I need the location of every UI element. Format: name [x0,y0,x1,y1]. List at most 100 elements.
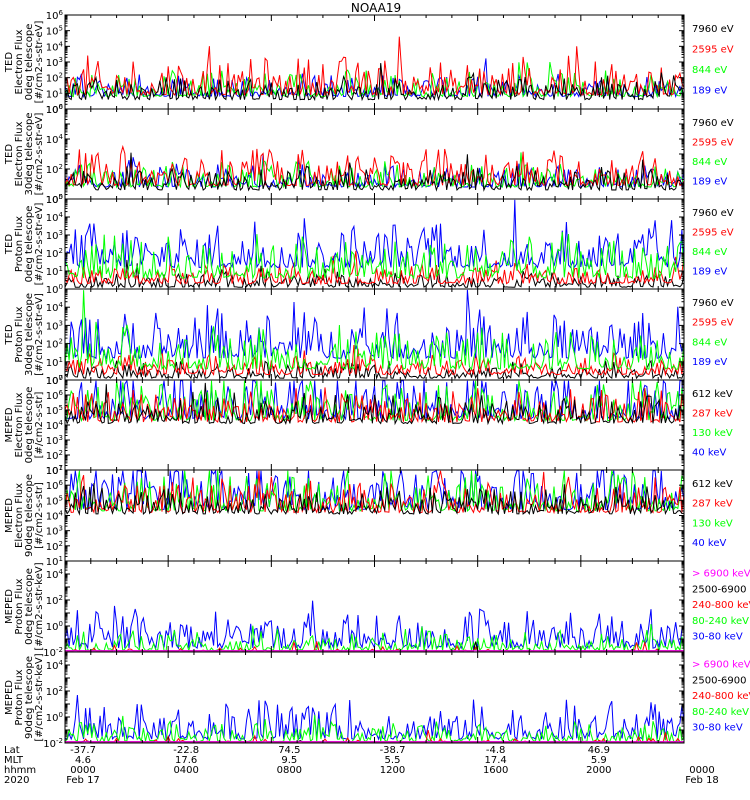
series-line-2-1 [65,152,684,192]
legend-entry-1-1: 7960 eV [692,24,734,35]
legend-entry-2-4: 189 eV [692,176,727,187]
x-row-label-4: 2020 [4,775,29,786]
legend-entry-7-4: 80-240 keV [692,616,749,627]
x-tick-label-2-1: -22.8 [173,745,199,756]
y-tick-label-4-4: 103 [46,319,63,332]
y-tick-label-7-1: 10-2 [43,646,63,659]
series-line-3-4 [65,199,684,269]
y-tick-label-4-5: 104 [46,301,64,314]
x-tick-label-6-1: 46.9 [588,745,610,756]
x-tick-label-4-2: 5.5 [385,755,401,766]
y-tick-label-1-3: 102 [46,72,63,85]
series-line-6-2 [65,470,684,515]
legend-entry-5-2: 287 keV [692,408,733,419]
legend-entry-5-4: 40 keV [692,447,726,458]
y-tick-label-8-2: 100 [46,711,63,724]
y-tick-label-6-4: 104 [46,510,64,523]
legend-entry-1-4: 189 eV [692,86,727,97]
series-line-5-1 [65,382,684,426]
y-axis-label-7: MEPEDProton Flux0deg telescope[#/cm2-s-s… [4,562,45,650]
x-tick-label-2-3: 0400 [173,765,198,776]
x-tick-label-3-2: 9.5 [281,755,297,766]
x-tick-label-6-2: 5.9 [591,755,607,766]
y-tick-label-8-4: 104 [46,659,64,672]
x-tick-label-4-3: 1200 [380,765,405,776]
x-tick-label-5-3: 1600 [483,765,508,776]
legend-entry-3-2: 2595 eV [692,227,734,238]
y-tick-label-5-2: 102 [46,449,63,462]
y-tick-label-6-6: 106 [46,479,64,492]
x-row-label-2: MLT [4,755,24,766]
y-tick-label-6-1: 101 [46,555,63,568]
legend-entry-5-3: 130 keV [692,428,733,439]
legend-entry-4-3: 844 eV [692,337,727,348]
y-axis-label-1: TEDElectron Flux0deg telescope[#/cm2-s-s… [4,21,45,104]
y-axis-label-6: MEPEDElectron Flux90deg telescope[#/cm2-… [4,474,45,557]
y-tick-label-6-2: 102 [46,540,63,553]
y-tick-label-2-4: 106 [46,103,64,116]
y-tick-label-1-2: 101 [46,87,63,100]
x-tick-label-3-1: 74.5 [278,745,300,756]
legend-entry-8-1: > 6900 keV [692,660,750,671]
x-tick-label-1-4: Feb 17 [66,775,100,786]
y-tick-label-2-2: 102 [46,163,63,176]
x-tick-label-3-3: 0800 [277,765,302,776]
series-line-6-1 [65,483,684,516]
x-tick-label-5-1: -4.8 [486,745,506,756]
x-tick-label-7-4: Feb 18 [685,775,719,786]
legend-entry-8-4: 80-240 keV [692,707,749,718]
legend-entry-2-2: 2595 eV [692,137,734,148]
y-tick-label-3-6: 105 [46,193,63,206]
y-tick-label-3-5: 104 [46,211,64,224]
x-tick-label-6-3: 2000 [586,765,611,776]
legend-entry-4-1: 7960 eV [692,298,734,309]
legend-entry-3-3: 844 eV [692,247,727,258]
series-line-6-4 [65,470,684,512]
y-tick-label-4-2: 101 [46,356,63,369]
y-tick-label-3-1: 100 [46,283,63,296]
y-tick-label-5-6: 106 [46,389,64,402]
legend-entry-6-1: 612 keV [692,479,733,490]
legend-entry-3-1: 7960 eV [692,208,734,219]
figure-title: NOAA19 [351,1,401,15]
series-line-1-4 [65,58,684,99]
series-line-8-4 [65,715,684,743]
y-tick-label-3-2: 101 [46,265,63,278]
y-tick-label-1-6: 105 [46,25,63,38]
legend-entry-4-4: 189 eV [692,357,727,368]
legend-entry-7-3: 240-800 keV [692,600,750,611]
series-line-2-2 [65,144,684,188]
legend-entry-2-3: 844 eV [692,157,727,168]
panel-frame [64,198,685,290]
legend-entry-6-4: 40 keV [692,538,726,549]
panel-frame [64,560,685,653]
y-tick-label-7-4: 104 [46,568,64,581]
y-tick-label-6-7: 107 [46,464,63,477]
y-tick-label-5-7: 107 [46,374,63,387]
x-tick-label-5-2: 17.4 [485,755,507,766]
series-line-4-3 [65,290,684,371]
series-line-6-3 [65,470,684,513]
legend-entry-2-1: 7960 eV [692,118,734,129]
y-tick-label-5-4: 104 [46,419,64,432]
y-tick-label-4-3: 102 [46,338,63,351]
series-line-3-3 [65,231,684,281]
y-tick-label-1-4: 103 [46,56,63,69]
y-tick-label-6-3: 103 [46,525,63,538]
y-tick-label-3-3: 102 [46,247,63,260]
x-row-label-1: Lat [4,745,20,756]
legend-entry-7-2: 2500-6900 [692,584,747,595]
y-axis-label-4: TEDProton Flux30deg telescope[#/cm2-s-st… [4,293,45,376]
legend-entry-7-5: 30-80 keV [692,632,743,643]
legend-entry-5-1: 612 keV [692,389,733,400]
x-tick-label-4-1: -38.7 [380,745,406,756]
x-row-label-3: hhmm [4,765,36,776]
